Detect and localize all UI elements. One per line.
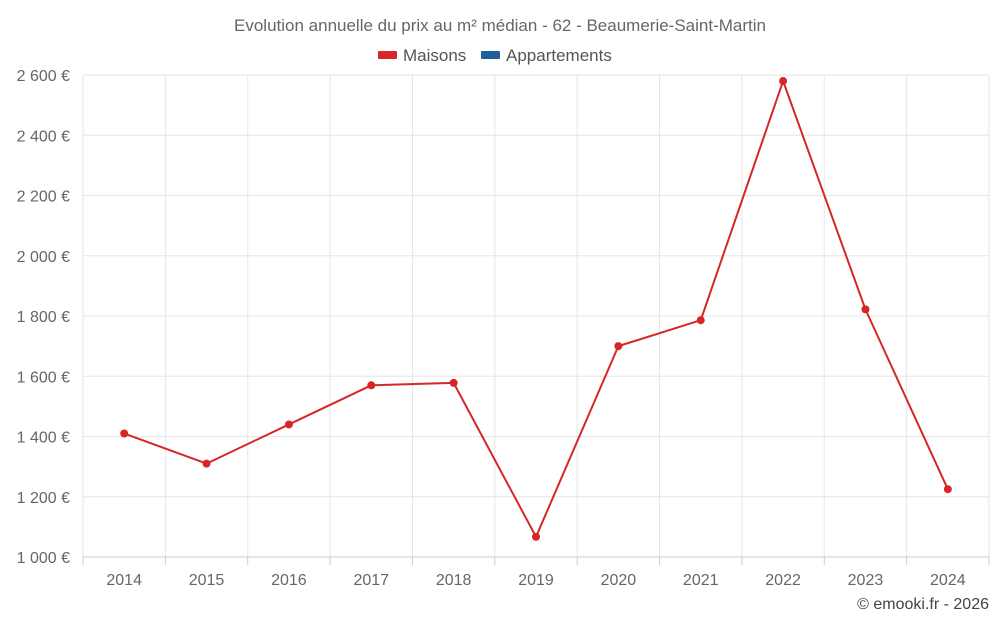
y-tick-label: 1 600 € [17,369,70,386]
legend-swatch-appartements [481,51,500,59]
y-tick-label: 2 400 € [17,128,70,145]
data-point[interactable] [120,429,129,438]
data-point[interactable] [943,485,952,494]
x-tick-label: 2024 [930,572,966,589]
y-tick-label: 2 000 € [17,249,70,266]
x-tick-label: 2017 [353,572,389,589]
y-tick-label: 1 200 € [17,490,70,507]
y-tick-label: 1 800 € [17,309,70,326]
data-point[interactable] [696,316,705,325]
y-tick-label: 2 600 € [17,68,70,85]
y-axis: 1 000 € 1 200 € 1 400 € 1 600 € 1 800 € 2 000… [17,68,70,567]
data-point[interactable] [449,378,458,387]
x-tick-label: 2014 [106,572,142,589]
x-tick-label: 2016 [271,572,307,589]
data-point[interactable] [367,381,376,390]
series-maisons [120,77,952,541]
chart-title: Evolution annuelle du prix au m² médian … [234,16,766,35]
legend-label-maisons[interactable]: Maisons [403,46,466,65]
x-axis: 2014 2015 2016 2017 2018 2019 2020 2021 2022 2023… [82,556,990,589]
data-point[interactable] [532,532,540,541]
y-tick-label: 1 000 € [17,550,70,567]
x-tick-label: 2019 [518,572,554,589]
legend: Maisons Appartements [378,46,612,65]
data-point[interactable] [614,342,623,351]
y-tick-label: 2 200 € [17,189,70,206]
x-tick-label: 2021 [683,572,719,589]
y-tick-label: 1 400 € [17,430,70,447]
data-point[interactable] [861,305,870,314]
credit-text: © emooki.fr - 2026 [857,596,989,613]
legend-label-appartements[interactable]: Appartements [506,46,612,65]
legend-swatch-maisons [378,51,397,59]
x-tick-label: 2015 [189,572,225,589]
x-tick-label: 2018 [436,572,472,589]
x-tick-label: 2023 [848,572,884,589]
x-tick-label: 2022 [765,572,801,589]
data-point[interactable] [284,420,293,429]
data-point[interactable] [779,77,788,86]
gridlines [82,74,990,558]
x-tick-label: 2020 [601,572,637,589]
data-point[interactable] [202,459,211,468]
